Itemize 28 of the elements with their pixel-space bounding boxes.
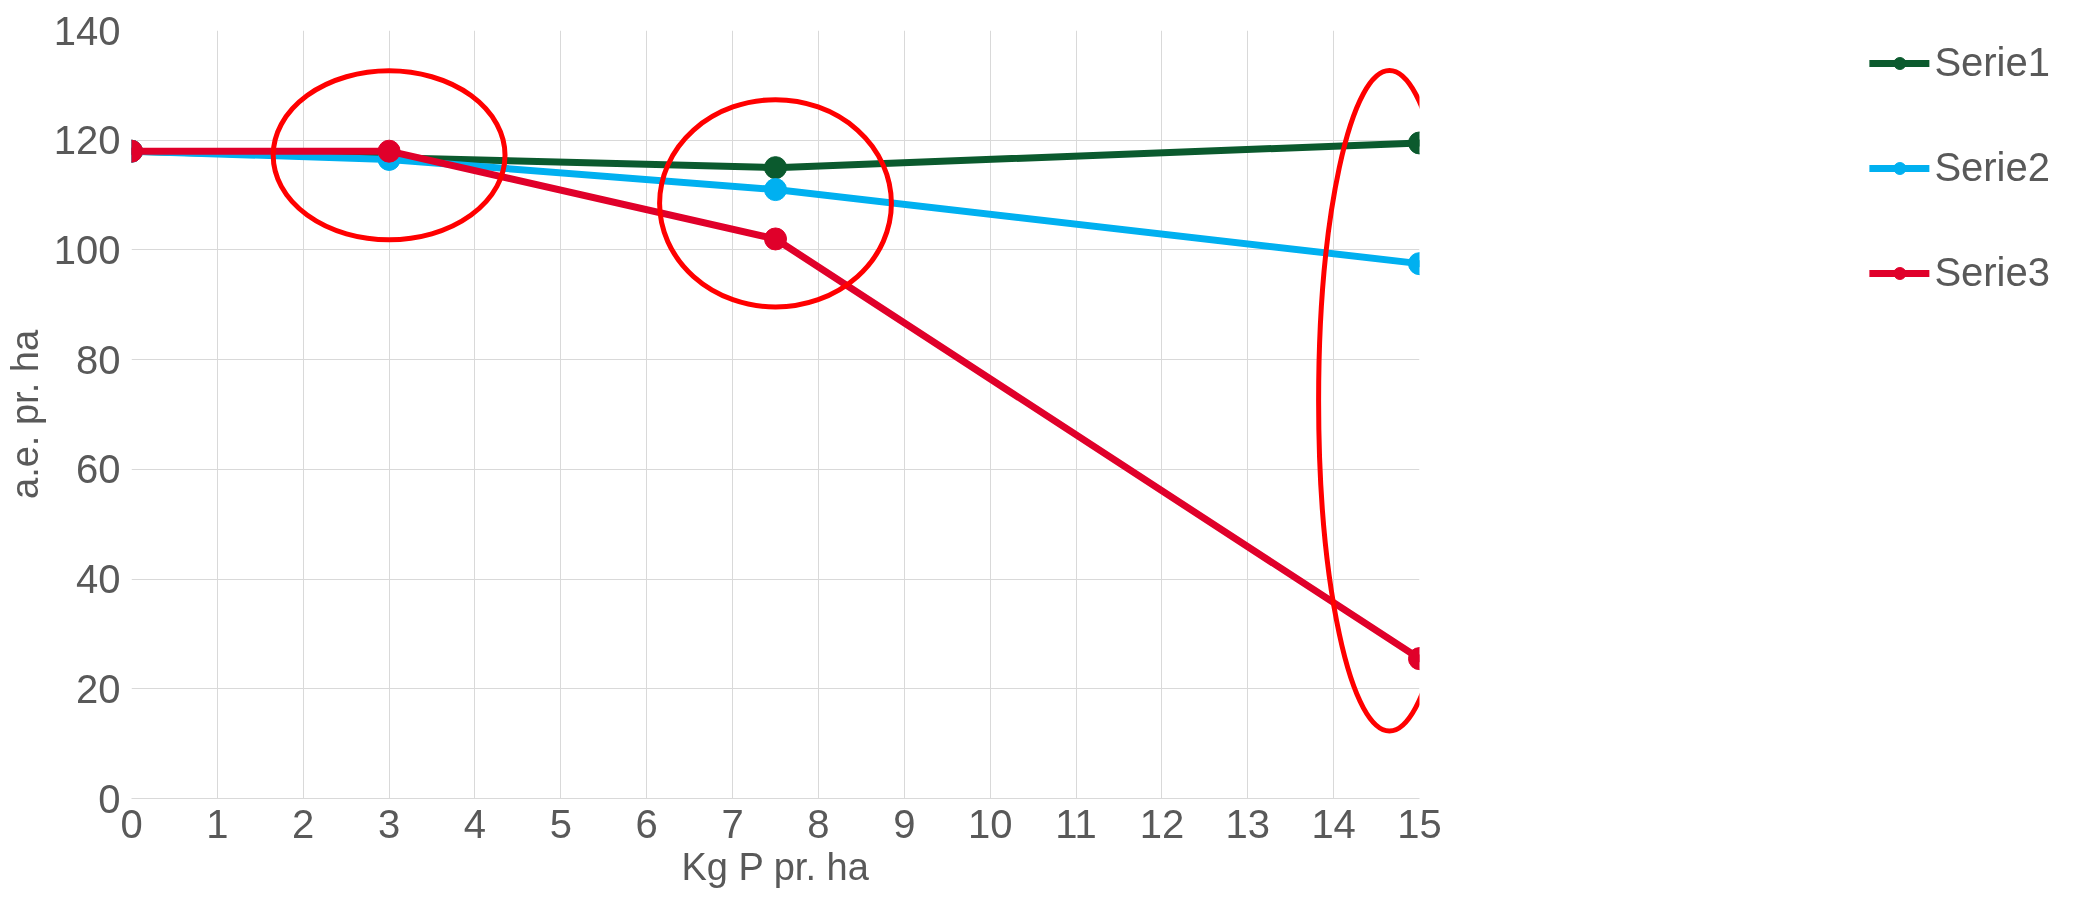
y-tick-label: 20 (76, 666, 121, 711)
x-tick-label: 3 (377, 801, 401, 846)
legend-label: Serie2 (1934, 145, 2050, 190)
legend-label: Serie1 (1934, 40, 2050, 85)
y-tick-label: 140 (53, 8, 121, 53)
point (764, 178, 787, 202)
x-tick-label: 14 (1311, 801, 1356, 846)
x-tick-label: 4 (463, 801, 487, 846)
y-tick-label: 100 (53, 227, 121, 272)
x-tick-label: 9 (893, 801, 916, 846)
x-tick-label: 15 (1397, 801, 1442, 846)
x-tick-label: 12 (1139, 801, 1185, 846)
y-axis-title: a.e. pr. ha (3, 329, 46, 500)
x-tick-label: 10 (967, 801, 1013, 846)
y-tick-label: 60 (76, 447, 121, 492)
x-tick-label: 11 (1055, 801, 1097, 846)
legend-label: Serie3 (1934, 250, 2050, 295)
x-tick-label: 1 (206, 801, 229, 846)
x-tick-label: 7 (721, 801, 744, 846)
x-tick-label: 6 (635, 801, 658, 846)
y-tick-label: 40 (76, 557, 121, 602)
y-tick-label: 80 (76, 337, 121, 382)
x-tick-label: 13 (1225, 801, 1271, 846)
y-tick-label: 120 (53, 118, 121, 163)
x-tick-label: 2 (292, 801, 315, 846)
x-tick-label: 5 (549, 801, 572, 846)
x-tick-label: 8 (807, 801, 830, 846)
x-axis-title: Kg P pr. ha (681, 845, 870, 888)
